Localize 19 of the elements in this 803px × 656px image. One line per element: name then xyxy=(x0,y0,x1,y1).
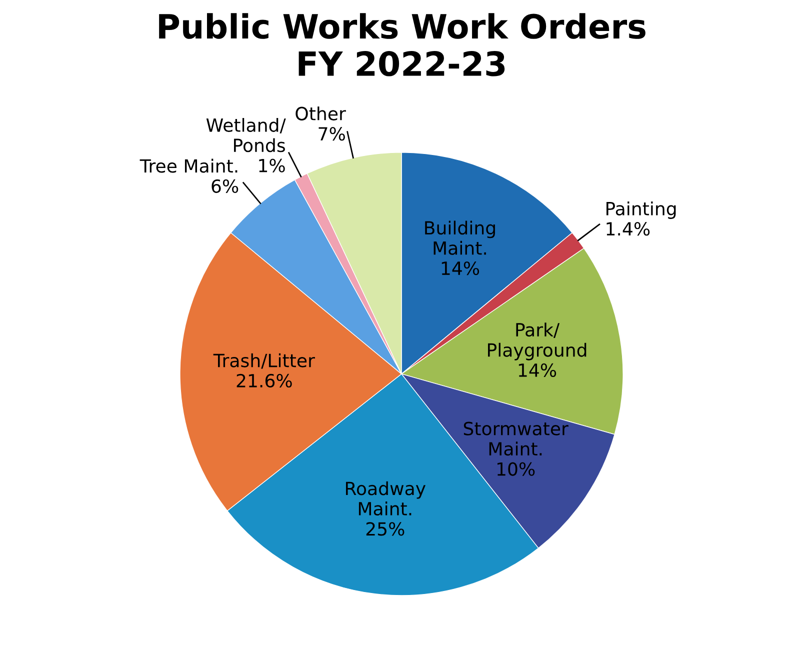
slice-label: Painting xyxy=(606,201,676,219)
slice-label: Tree Maint. xyxy=(140,158,238,173)
data-label: 1.4% xyxy=(606,222,650,236)
data-label: 25% xyxy=(366,522,404,536)
slice-label: Park/ Playground xyxy=(488,322,586,360)
data-label: 10% xyxy=(497,462,535,476)
data-label: 14% xyxy=(518,363,556,378)
slice-label: Building Maint. xyxy=(425,220,495,255)
chart-title: Public Works Work Orders FY 2022-23 xyxy=(159,13,646,76)
slice-label: Trash/Litter xyxy=(213,353,315,369)
data-label: 7% xyxy=(318,127,345,141)
slice-label: Stormwater Maint. xyxy=(464,422,568,456)
data-label: 14% xyxy=(442,261,480,276)
slice-label: Wetland/ Ponds xyxy=(206,118,286,152)
slice-label: Other xyxy=(296,106,346,120)
slice-label: Roadway Maint. xyxy=(346,481,426,516)
data-label: 1% xyxy=(259,158,285,172)
data-label: 21.6% xyxy=(236,374,292,388)
data-label: 6% xyxy=(212,179,238,193)
